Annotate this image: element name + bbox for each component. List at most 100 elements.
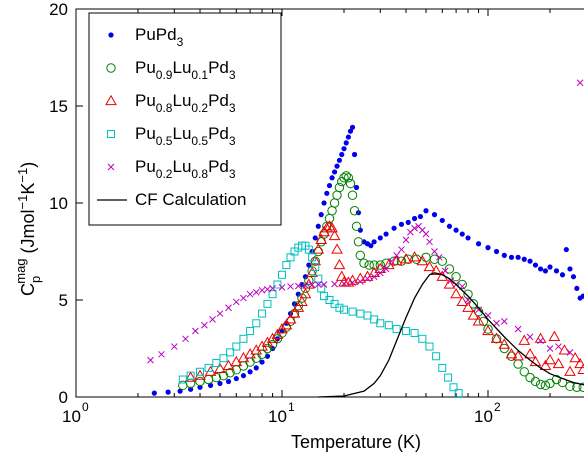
data-point [577, 363, 584, 374]
data-point [334, 182, 345, 193]
legend-entry-lu05: Pu0.5Lu0.5Pd3 [107, 124, 236, 148]
data-point [326, 222, 338, 233]
data-point [566, 349, 574, 356]
data-point [302, 274, 309, 280]
data-point [443, 278, 456, 289]
data-point [359, 258, 369, 268]
data-point [530, 376, 541, 387]
data-point [418, 334, 427, 343]
data-point [218, 370, 229, 381]
data-point [288, 307, 301, 318]
data-point [333, 258, 346, 270]
data-point [398, 221, 405, 227]
x-tick-exponent: 1 [288, 400, 295, 414]
data-point [216, 310, 224, 317]
series-pupd3 [151, 124, 584, 396]
data-point [263, 299, 272, 308]
data-point [351, 151, 358, 158]
data-point [321, 200, 327, 206]
data-point [323, 220, 336, 231]
data-point [178, 375, 187, 384]
data-point [552, 357, 565, 369]
data-point [544, 353, 556, 365]
y-tick-label: 15 [49, 97, 68, 116]
data-point [250, 344, 263, 355]
data-point [282, 261, 291, 270]
data-point [396, 256, 407, 266]
data-point [537, 266, 544, 272]
data-point [382, 265, 390, 273]
axes-layer [75, 8, 551, 398]
legend-label: Pu0.8Lu0.2Pd3 [135, 91, 236, 115]
data-point [186, 371, 195, 380]
data-point [226, 348, 235, 357]
data-point [446, 223, 453, 229]
data-point [343, 140, 349, 146]
data-point [312, 243, 325, 254]
data-point [535, 379, 546, 390]
legend-marker [105, 94, 117, 106]
data-point [422, 230, 430, 238]
data-point [465, 235, 471, 241]
legend-label: PuPd3 [135, 25, 184, 49]
data-point [314, 274, 323, 283]
data-point [225, 304, 232, 312]
data-point [158, 350, 165, 358]
data-point [292, 301, 305, 312]
data-point [232, 298, 240, 306]
data-point [390, 254, 403, 266]
x-axis-label: Temperature (K) [291, 432, 421, 452]
data-point [212, 359, 221, 368]
x-tick-exponent: 2 [494, 400, 501, 414]
data-point [239, 334, 248, 343]
data-point [431, 212, 438, 218]
data-point [524, 348, 536, 359]
data-point [574, 285, 580, 291]
data-point [475, 306, 482, 314]
data-point [165, 389, 171, 395]
data-layer [147, 79, 584, 398]
data-point [341, 171, 351, 181]
data-point [324, 190, 330, 196]
data-point [526, 333, 534, 341]
data-point [563, 246, 569, 253]
data-point [209, 316, 216, 323]
data-point [306, 266, 318, 277]
data-point [232, 342, 241, 351]
series-lu02 [184, 220, 584, 382]
data-point [280, 319, 293, 330]
data-point [353, 184, 360, 191]
data-point [341, 146, 347, 152]
series-cf [318, 272, 584, 398]
data-point [376, 269, 384, 277]
data-point [345, 134, 351, 140]
data-point [295, 291, 301, 297]
data-point [400, 253, 412, 264]
legend-label: Pu0.9Lu0.1Pd3 [135, 58, 236, 82]
data-point [454, 389, 463, 398]
data-point [197, 384, 203, 390]
series-lu08 [147, 79, 584, 364]
data-point [278, 284, 286, 291]
data-point [500, 317, 508, 325]
x-tick-label: 10 [62, 407, 81, 426]
data-point [457, 279, 467, 290]
data-point [555, 343, 562, 350]
data-point [253, 365, 259, 371]
data-point [532, 262, 539, 268]
data-point [340, 280, 348, 287]
data-point [382, 258, 395, 270]
data-point [580, 293, 584, 299]
legend-label: Pu0.2Lu0.8Pd3 [135, 157, 236, 181]
data-point [315, 233, 328, 244]
data-point [151, 390, 157, 396]
data-point [147, 356, 154, 364]
legend-entry-lu02: Pu0.8Lu0.2Pd3 [105, 91, 236, 115]
data-point [493, 319, 500, 327]
data-point [388, 257, 395, 265]
data-point [312, 235, 318, 241]
data-point [565, 381, 575, 392]
legend-marker [107, 130, 115, 138]
data-point [437, 256, 447, 266]
legend-marker [106, 63, 116, 73]
